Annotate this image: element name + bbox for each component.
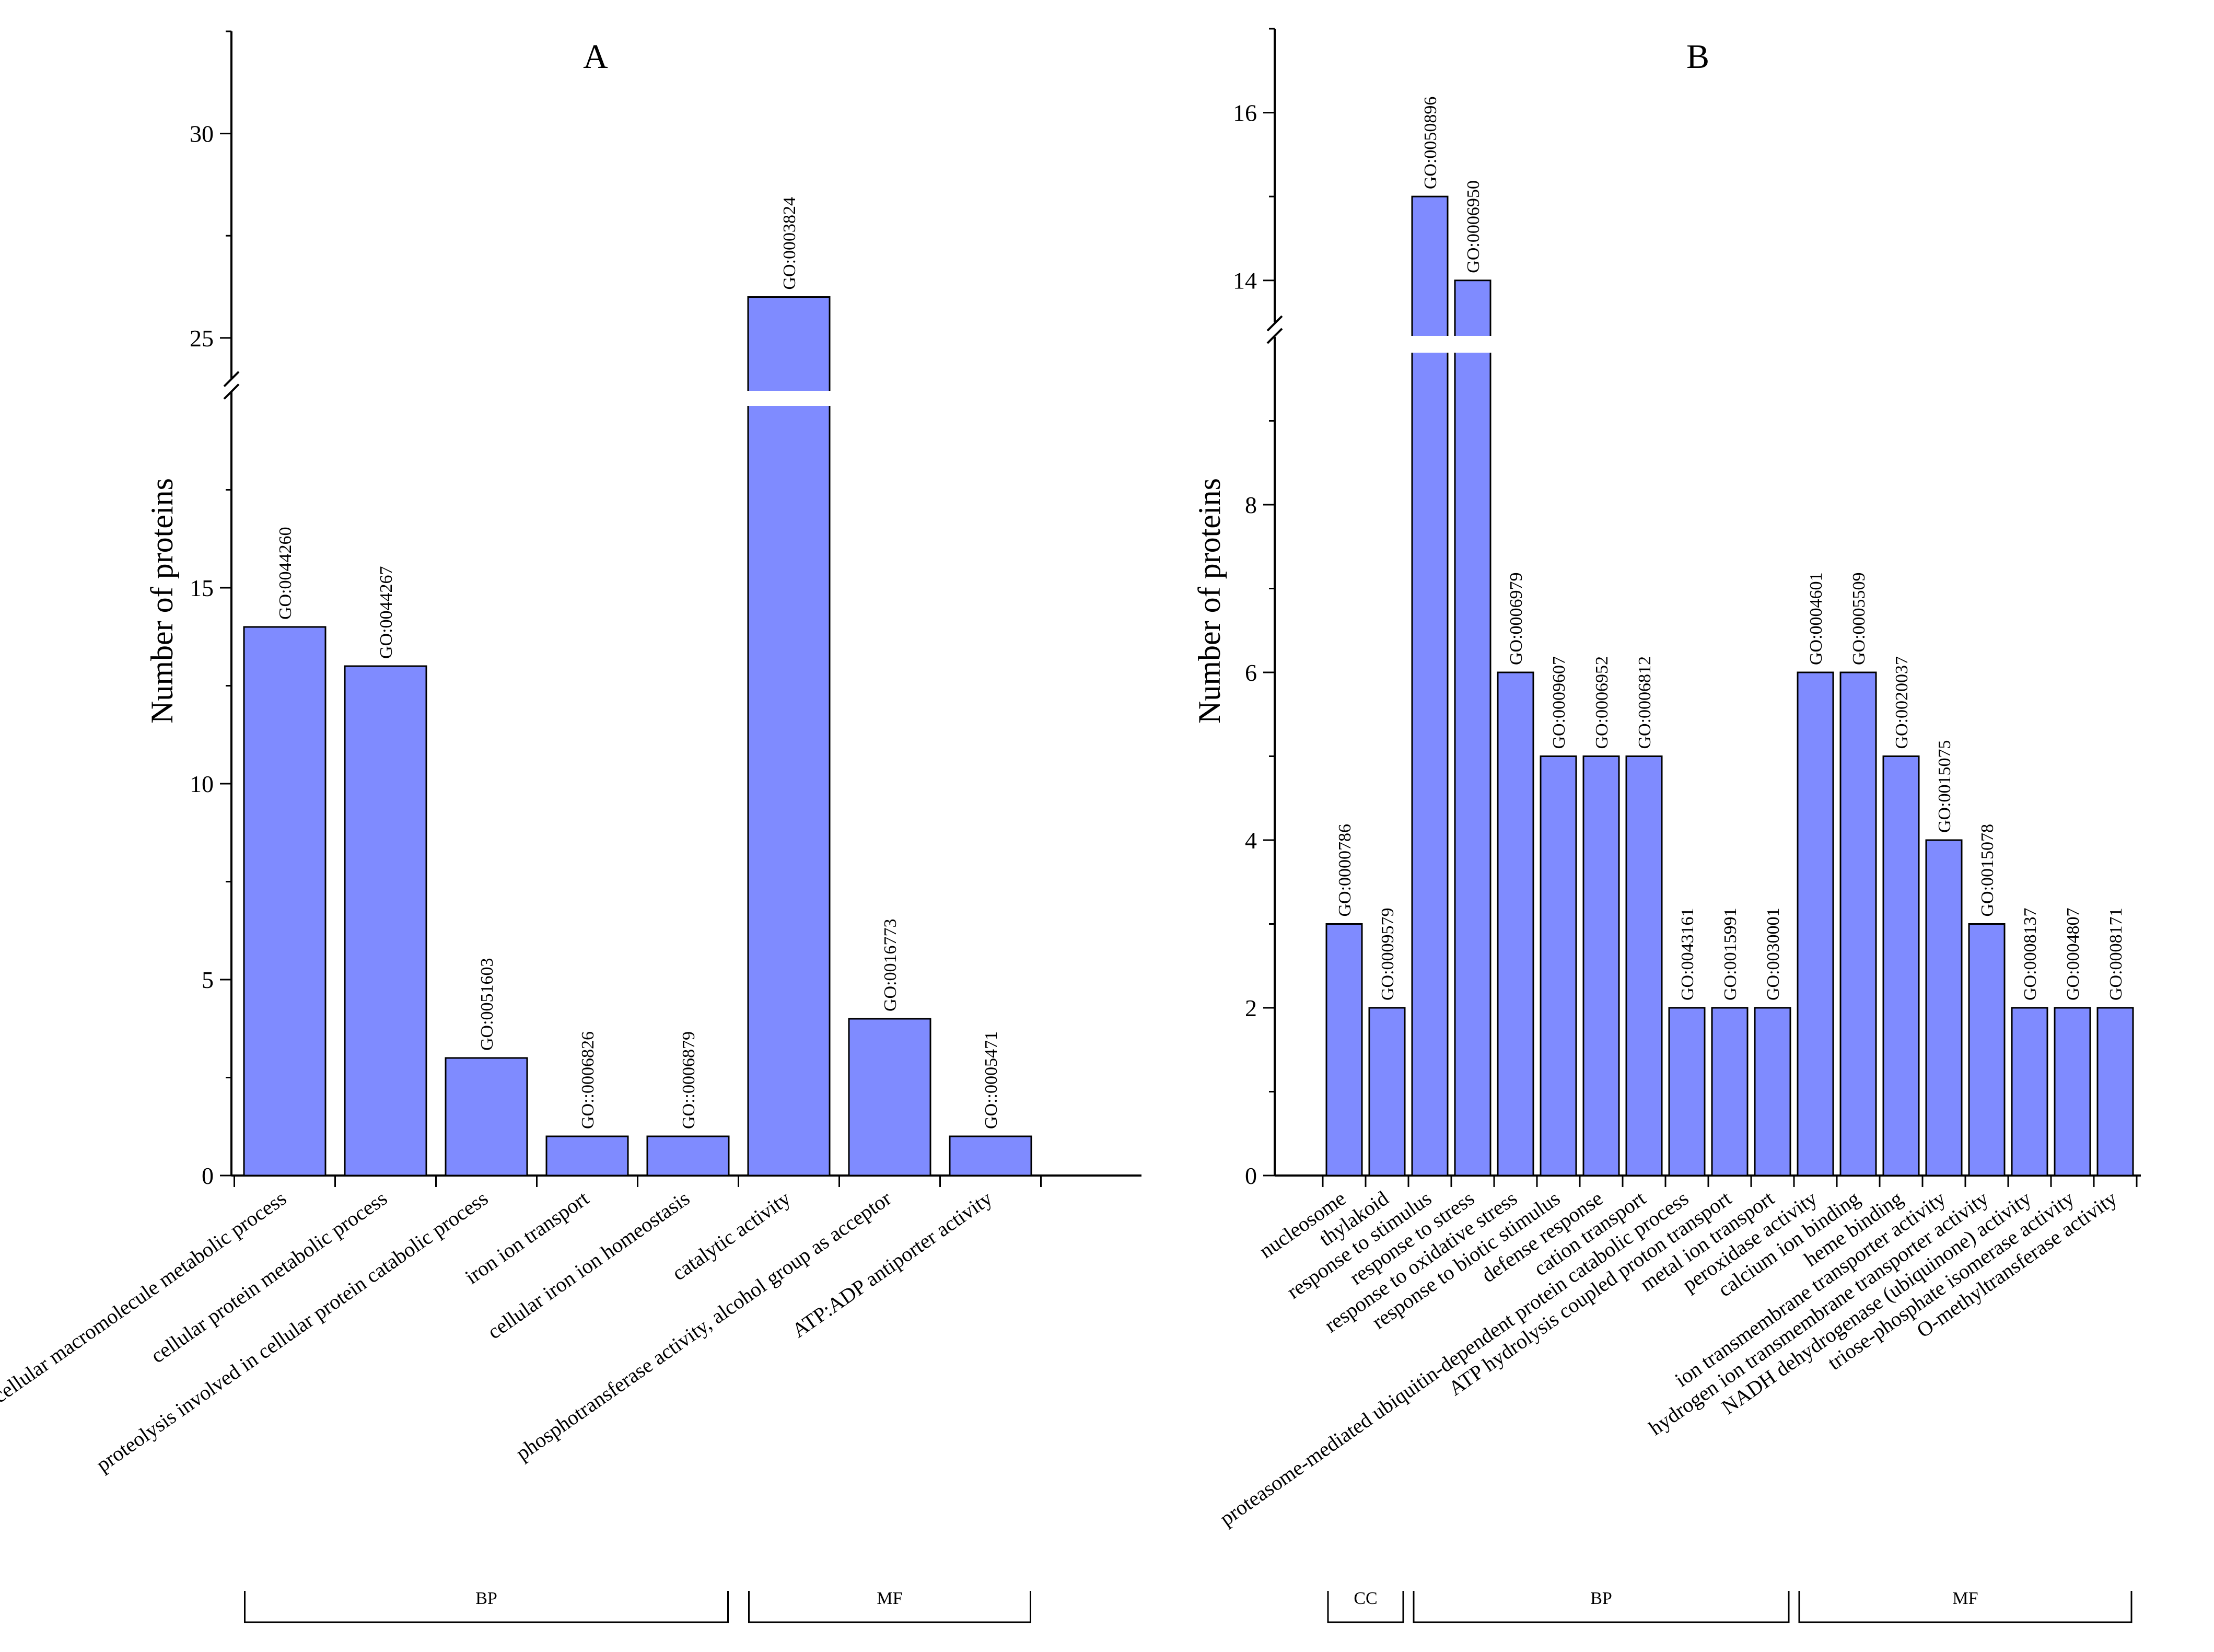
bar (2054, 1007, 2091, 1177)
go-id-label: GO:0008171 (2106, 908, 2126, 1000)
go-id-label: GO::0006879 (679, 1031, 698, 1129)
y-tick-label: 15 (190, 575, 214, 601)
group-label: MF (1952, 1589, 1978, 1608)
bar-break-gap (746, 391, 832, 406)
category-label: ATP:ADP antiporter activity (788, 1186, 997, 1343)
go-id-label: GO:0016773 (881, 918, 900, 1011)
axis-break-mark (223, 383, 240, 400)
go-id-label: GO::0006826 (578, 1031, 598, 1129)
go-id-label: GO:0006950 (1464, 180, 1483, 273)
bar (1882, 755, 1920, 1177)
bar (344, 665, 427, 1177)
bar (848, 1018, 931, 1177)
bar (445, 1057, 528, 1177)
bar (1540, 755, 1577, 1177)
go-id-label: GO:0020037 (1892, 656, 1912, 749)
y-tick-label: 6 (1245, 659, 1257, 686)
y-tick-label: 10 (190, 771, 214, 797)
y-tick-label: 30 (190, 121, 214, 147)
panel-title: A (583, 38, 608, 76)
group-bracket (1413, 1591, 1790, 1623)
bar (949, 1135, 1032, 1177)
bar (1411, 195, 1449, 1177)
group-label: BP (475, 1589, 497, 1608)
group-bracket (244, 1591, 729, 1623)
bar (1368, 1007, 1406, 1177)
category-label: proteolysis involved in cellular protein… (92, 1186, 492, 1476)
bar (1968, 923, 2006, 1177)
bar (747, 296, 831, 1177)
go-id-label: GO:0009579 (1378, 908, 1397, 1000)
panel-title: B (1686, 38, 1709, 76)
bar (2096, 1007, 2134, 1177)
bar (1668, 1007, 1706, 1177)
bar (1754, 1007, 1791, 1177)
go-id-label: GO:0003824 (780, 197, 799, 290)
bar (1497, 671, 1534, 1177)
y-axis-title: Number of proteins (145, 478, 179, 724)
y-tick-label: 8 (1245, 492, 1257, 518)
axis-break-mark (1266, 315, 1283, 332)
group-label: CC (1354, 1589, 1377, 1608)
go-id-label: GO:0051603 (477, 958, 497, 1051)
bar-break-gap (1410, 336, 1450, 353)
category-label: phosphotransferase activity, alcohol gro… (511, 1186, 895, 1465)
bar (646, 1135, 730, 1177)
bar (243, 626, 327, 1177)
go-id-label: GO:0000786 (1335, 824, 1355, 917)
y-tick-label: 0 (202, 1162, 214, 1189)
y-tick-label: 4 (1245, 827, 1257, 854)
group-bracket (1798, 1591, 2133, 1623)
bar (1839, 671, 1877, 1177)
bar (1797, 671, 1834, 1177)
y-tick-label: 14 (1233, 267, 1257, 294)
go-id-label: GO:0008137 (2021, 908, 2040, 1000)
go-id-label: GO:0005509 (1849, 572, 1869, 665)
go-id-label: GO:0044267 (377, 566, 396, 659)
go-id-label: GO:0015078 (1978, 824, 1997, 917)
go-id-label: GO:0015075 (1935, 740, 1954, 833)
bar (1582, 755, 1620, 1177)
group-bracket (1327, 1591, 1404, 1623)
go-id-label: GO:0030001 (1764, 908, 1783, 1000)
group-label: MF (877, 1589, 902, 1608)
y-tick-label: 2 (1245, 995, 1257, 1021)
bar-break-gap (1453, 336, 1493, 353)
bar (1925, 839, 1963, 1177)
y-tick-label: 16 (1233, 100, 1257, 126)
go-id-label: GO:0006979 (1507, 572, 1526, 665)
bar (2011, 1007, 2048, 1177)
go-id-label: GO:0004807 (2064, 908, 2083, 1000)
axis-break-mark (223, 371, 240, 387)
go-id-label: GO:0006952 (1592, 656, 1612, 749)
bar (1325, 923, 1363, 1177)
panel-a-chart: A Number of proteins 0 5 10 15 25 30 GO:0044260 c… (0, 30, 1141, 1623)
group-label: BP (1590, 1589, 1612, 1608)
bar (1625, 755, 1663, 1177)
go-id-label: GO:0044260 (276, 527, 295, 620)
group-bracket (748, 1591, 1031, 1623)
category-label: cellular iron ion homeostasis (483, 1186, 694, 1344)
go-id-label: GO:0050896 (1421, 97, 1440, 190)
y-tick-label: 5 (202, 967, 214, 993)
go-id-label: GO:0015991 (1721, 908, 1740, 1000)
go-id-label: GO::0005471 (982, 1031, 1001, 1129)
y-tick-label: 25 (190, 325, 214, 352)
go-id-label: GO:0043161 (1678, 908, 1697, 1000)
bar (1711, 1007, 1749, 1177)
go-id-label: GO:0004601 (1807, 572, 1826, 665)
y-axis-title: Number of proteins (1192, 478, 1227, 724)
bar (1454, 280, 1491, 1177)
go-id-label: GO:0006812 (1635, 656, 1654, 749)
bar (545, 1135, 629, 1177)
axis-break-mark (1266, 328, 1283, 344)
go-id-label: GO:0009607 (1549, 656, 1569, 749)
y-tick-label: 0 (1245, 1162, 1257, 1189)
